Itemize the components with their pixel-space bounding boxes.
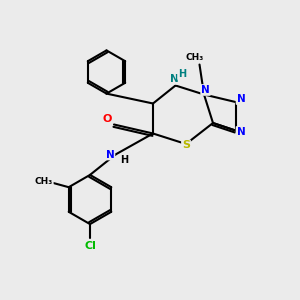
Text: N: N (236, 94, 245, 104)
Text: N: N (106, 149, 115, 160)
Text: H: H (120, 155, 129, 165)
Text: CH₃: CH₃ (35, 177, 53, 186)
Text: N: N (236, 127, 245, 137)
Text: CH₃: CH₃ (186, 53, 204, 62)
Text: S: S (182, 140, 190, 151)
Text: O: O (103, 114, 112, 124)
Text: Cl: Cl (84, 241, 96, 251)
Text: N: N (169, 74, 178, 84)
Text: H: H (178, 69, 186, 79)
Text: N: N (201, 85, 210, 95)
